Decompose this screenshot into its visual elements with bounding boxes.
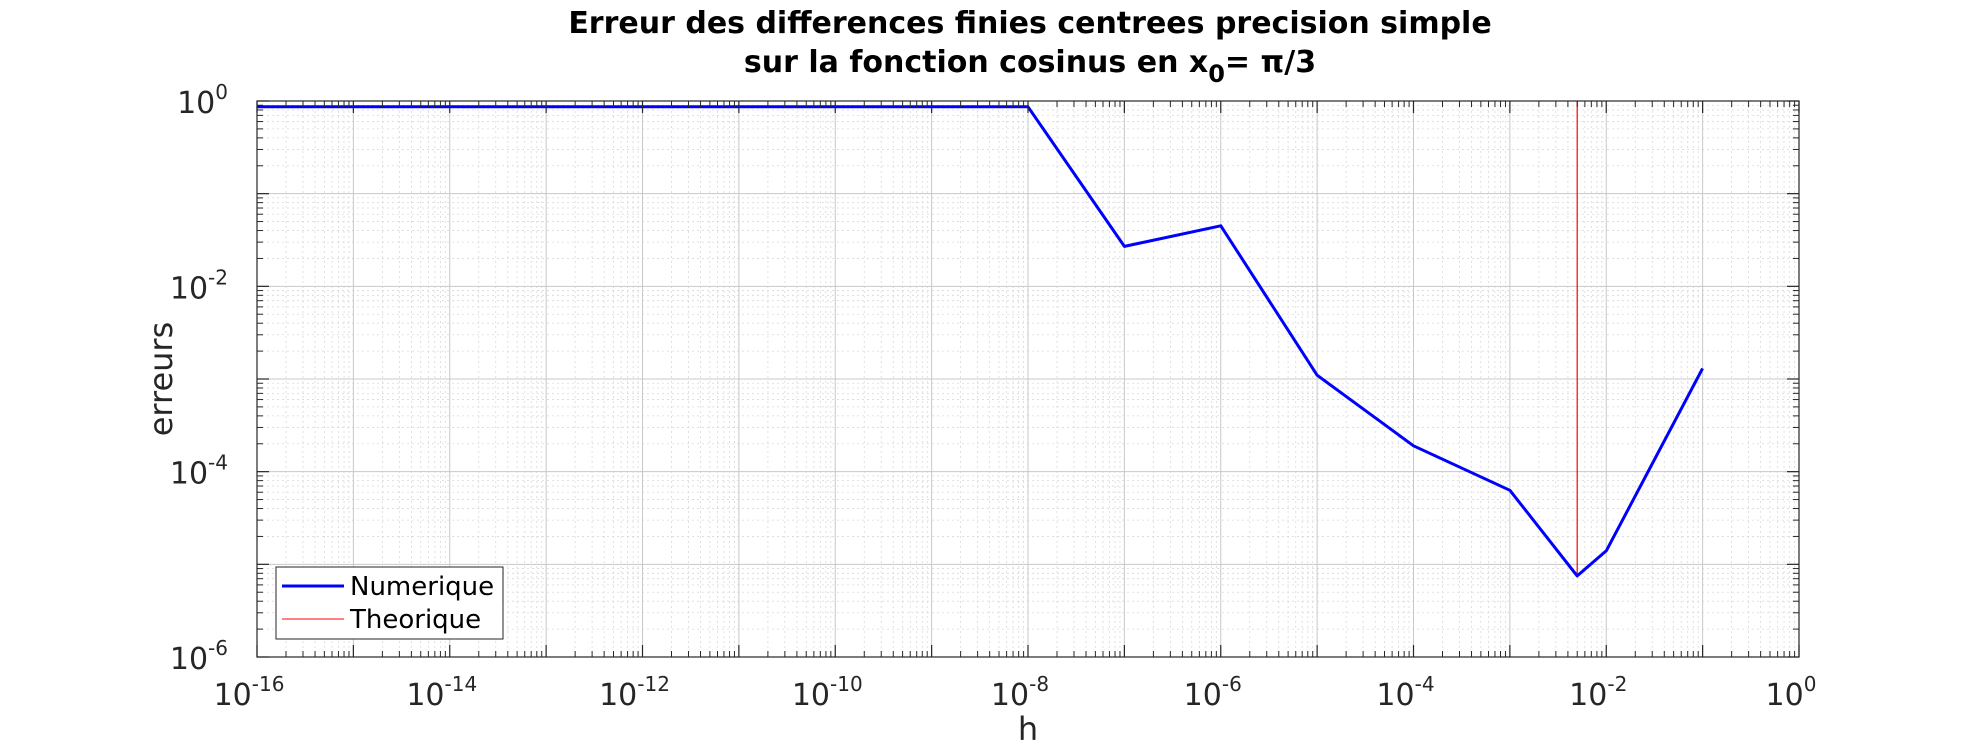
y-tick-exponent: -4 bbox=[208, 451, 228, 475]
chart-title-line1: Erreur des differences finies centrees p… bbox=[568, 6, 1491, 41]
y-axis-label: erreurs bbox=[142, 322, 180, 437]
x-tick-base: 10 bbox=[1569, 678, 1607, 713]
x-axis-label: h bbox=[1018, 710, 1038, 747]
x-tick-exponent: -14 bbox=[445, 672, 478, 696]
x-tick-label: 10-8 bbox=[991, 672, 1049, 713]
x-tick-exponent: -8 bbox=[1029, 672, 1049, 696]
x-tick-base: 10 bbox=[792, 678, 830, 713]
y-tick-base: 10 bbox=[170, 642, 208, 677]
x-tick-base: 10 bbox=[214, 678, 252, 713]
x-tick-label: 10-12 bbox=[599, 672, 670, 713]
y-tick-base: 10 bbox=[170, 271, 208, 306]
title-line2-prefix: sur la fonction cosinus en x bbox=[744, 45, 1208, 80]
x-tick-label: 100 bbox=[1766, 672, 1817, 713]
x-tick-exponent: -6 bbox=[1222, 672, 1242, 696]
x-tick-labels: 10-16 10-14 10-12 10-10 10-8 10-6 10-4 10-2 100 bbox=[214, 672, 1817, 713]
x-tick-label: 10-10 bbox=[792, 672, 863, 713]
y-tick-exponent: -6 bbox=[208, 636, 228, 660]
chart-title-line2: sur la fonction cosinus en x0= π/3 bbox=[744, 45, 1316, 88]
y-tick-label: 10-2 bbox=[170, 265, 228, 306]
y-tick-base: 10 bbox=[170, 457, 208, 492]
x-tick-label: 10-2 bbox=[1569, 672, 1627, 713]
y-tick-label: 100 bbox=[177, 80, 228, 121]
x-tick-exponent: 0 bbox=[1804, 672, 1817, 696]
title-line2-suffix: = π/3 bbox=[1225, 45, 1316, 80]
x-tick-base: 10 bbox=[406, 678, 444, 713]
x-tick-base: 10 bbox=[1376, 678, 1414, 713]
legend-label-theorique: Theorique bbox=[349, 605, 481, 635]
x-tick-base: 10 bbox=[599, 678, 637, 713]
legend-label-numerique: Numerique bbox=[350, 572, 494, 602]
x-tick-base: 10 bbox=[991, 678, 1029, 713]
x-tick-base: 10 bbox=[1184, 678, 1222, 713]
y-tick-label: 10-4 bbox=[170, 451, 228, 492]
legend: Numerique Theorique bbox=[275, 566, 504, 640]
y-tick-label: 10-6 bbox=[170, 636, 228, 677]
x-tick-label: 10-14 bbox=[406, 672, 477, 713]
x-tick-base: 10 bbox=[1766, 678, 1804, 713]
x-tick-exponent: -12 bbox=[637, 672, 670, 696]
tick-marks bbox=[256, 100, 1800, 658]
x-tick-exponent: -2 bbox=[1607, 672, 1627, 696]
x-tick-label: 10-4 bbox=[1376, 672, 1434, 713]
x-tick-label: 10-6 bbox=[1184, 672, 1242, 713]
x-tick-exponent: -4 bbox=[1415, 672, 1435, 696]
y-tick-base: 10 bbox=[177, 86, 215, 121]
x-tick-exponent: -10 bbox=[830, 672, 863, 696]
y-tick-exponent: 0 bbox=[215, 80, 228, 104]
x-tick-label: 10-16 bbox=[214, 672, 285, 713]
x-tick-exponent: -16 bbox=[252, 672, 285, 696]
legend-box bbox=[275, 566, 504, 640]
title-line2-subscript: 0 bbox=[1208, 60, 1225, 88]
y-tick-exponent: -2 bbox=[208, 265, 228, 289]
